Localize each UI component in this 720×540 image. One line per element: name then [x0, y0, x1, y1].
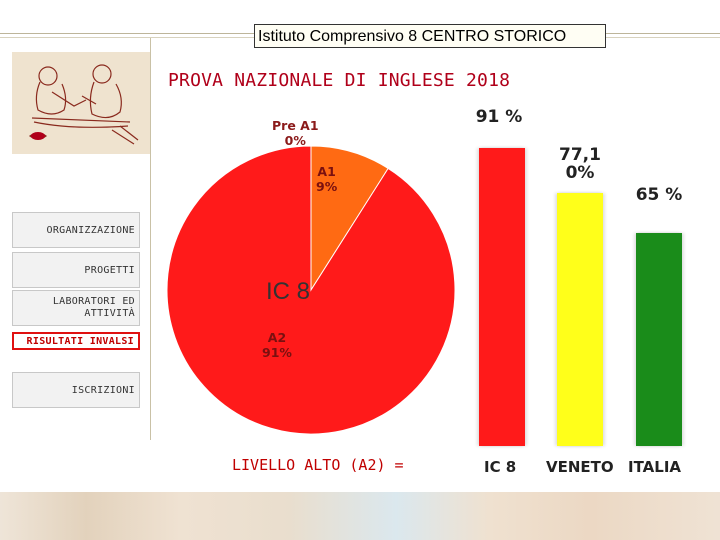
decorative-banner	[0, 492, 720, 540]
pie-slice-a2	[166, 145, 456, 435]
footer-label: LIVELLO ALTO (A2) =	[232, 456, 404, 474]
pie-label-value: 0%	[284, 133, 306, 148]
sidebar-item-progetti[interactable]: PROGETTI	[12, 252, 140, 288]
bar-value-label: 65 %	[634, 186, 684, 204]
page-title: PROVA NAZIONALE DI INGLESE 2018	[168, 70, 511, 91]
bar-value-text: 77,1 0%	[559, 145, 601, 183]
sidebar-item-organizzazione[interactable]: ORGANIZZAZIONE	[12, 212, 140, 248]
bar-veneto	[557, 193, 603, 446]
school-name: Istituto Comprensivo 8 CENTRO STORICO	[254, 24, 606, 48]
bar-value-text: 91 %	[475, 107, 523, 127]
bar-category-label: IC 8	[484, 458, 517, 476]
pie-label-pre-a1: Pre A1 0%	[272, 118, 319, 148]
bar-value-text: 65 %	[635, 185, 683, 205]
bar-value-label: 91 %	[474, 108, 524, 126]
sidebar-item-label: ISCRIZIONI	[71, 384, 135, 396]
bar-ic-8	[479, 147, 525, 446]
sidebar-item-laboratori[interactable]: LABORATORI ED ATTIVITÀ	[12, 290, 140, 326]
sidebar-item-risultati-invalsi[interactable]: RISULTATI INVALSI	[12, 332, 140, 350]
pie-label-name: A1	[317, 164, 336, 179]
sidebar-divider	[150, 38, 151, 440]
pie-label-name: A2	[267, 330, 287, 345]
sidebar-item-label: RISULTATI INVALSI	[26, 335, 134, 347]
bar-category-label: VENETO	[546, 458, 614, 476]
pie-label-a2: A2 91%	[262, 330, 292, 360]
sidebar-item-label: PROGETTI	[84, 264, 135, 276]
school-logo	[12, 52, 150, 154]
pie-title: IC 8	[266, 278, 311, 305]
pie-slice-a1	[310, 145, 389, 292]
pie-label-name: Pre A1	[272, 118, 319, 133]
logo-sketch-icon	[12, 52, 150, 154]
bar-value-label: 77,1 0%	[552, 146, 608, 182]
sidebar-item-label: LABORATORI ED ATTIVITÀ	[52, 296, 135, 319]
sidebar-item-label: ORGANIZZAZIONE	[46, 224, 135, 236]
bar-italia	[636, 232, 682, 446]
pie-label-a1: A1 9%	[316, 164, 337, 194]
pie-label-value: 91%	[262, 345, 292, 360]
pie-label-value: 9%	[316, 179, 338, 194]
bar-category-label: ITALIA	[628, 458, 682, 476]
sidebar-item-iscrizioni[interactable]: ISCRIZIONI	[12, 372, 140, 408]
